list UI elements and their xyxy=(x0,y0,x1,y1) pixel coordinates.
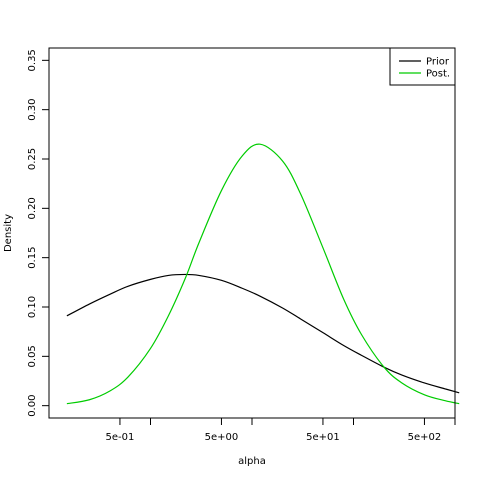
y-axis-label: Density xyxy=(3,214,14,252)
y-tick-label: 0.10 xyxy=(27,296,38,318)
x-axis-label: alpha xyxy=(238,456,266,467)
y-tick-label: 0.30 xyxy=(27,99,38,121)
x-tick-label: 5e-01 xyxy=(106,432,135,443)
legend-box xyxy=(389,47,456,86)
x-axis: 5e-01 5e+00 5e+01 5e+02 xyxy=(106,418,456,443)
y-tick-label: 0.05 xyxy=(27,345,38,367)
y-tick-label: 0.25 xyxy=(27,148,38,170)
y-tick-label: 0.20 xyxy=(27,197,38,219)
y-tick-label: 0.35 xyxy=(27,49,38,71)
series-line-prior xyxy=(66,273,460,394)
y-tick-label: 0.00 xyxy=(27,395,38,417)
x-tick-label: 5e+02 xyxy=(408,432,442,443)
series-line-post xyxy=(66,143,460,405)
legend-label: Prior xyxy=(426,57,450,68)
x-tick-label: 5e+01 xyxy=(306,432,340,443)
x-tick-label: 5e+00 xyxy=(205,432,239,443)
y-axis: 0.00 0.05 0.10 0.15 0.20 0.25 0.30 0.35 xyxy=(27,49,49,417)
legend-label: Post. xyxy=(426,69,450,80)
plot-border xyxy=(48,47,456,419)
y-tick-label: 0.15 xyxy=(27,247,38,269)
plot-area xyxy=(66,143,460,405)
